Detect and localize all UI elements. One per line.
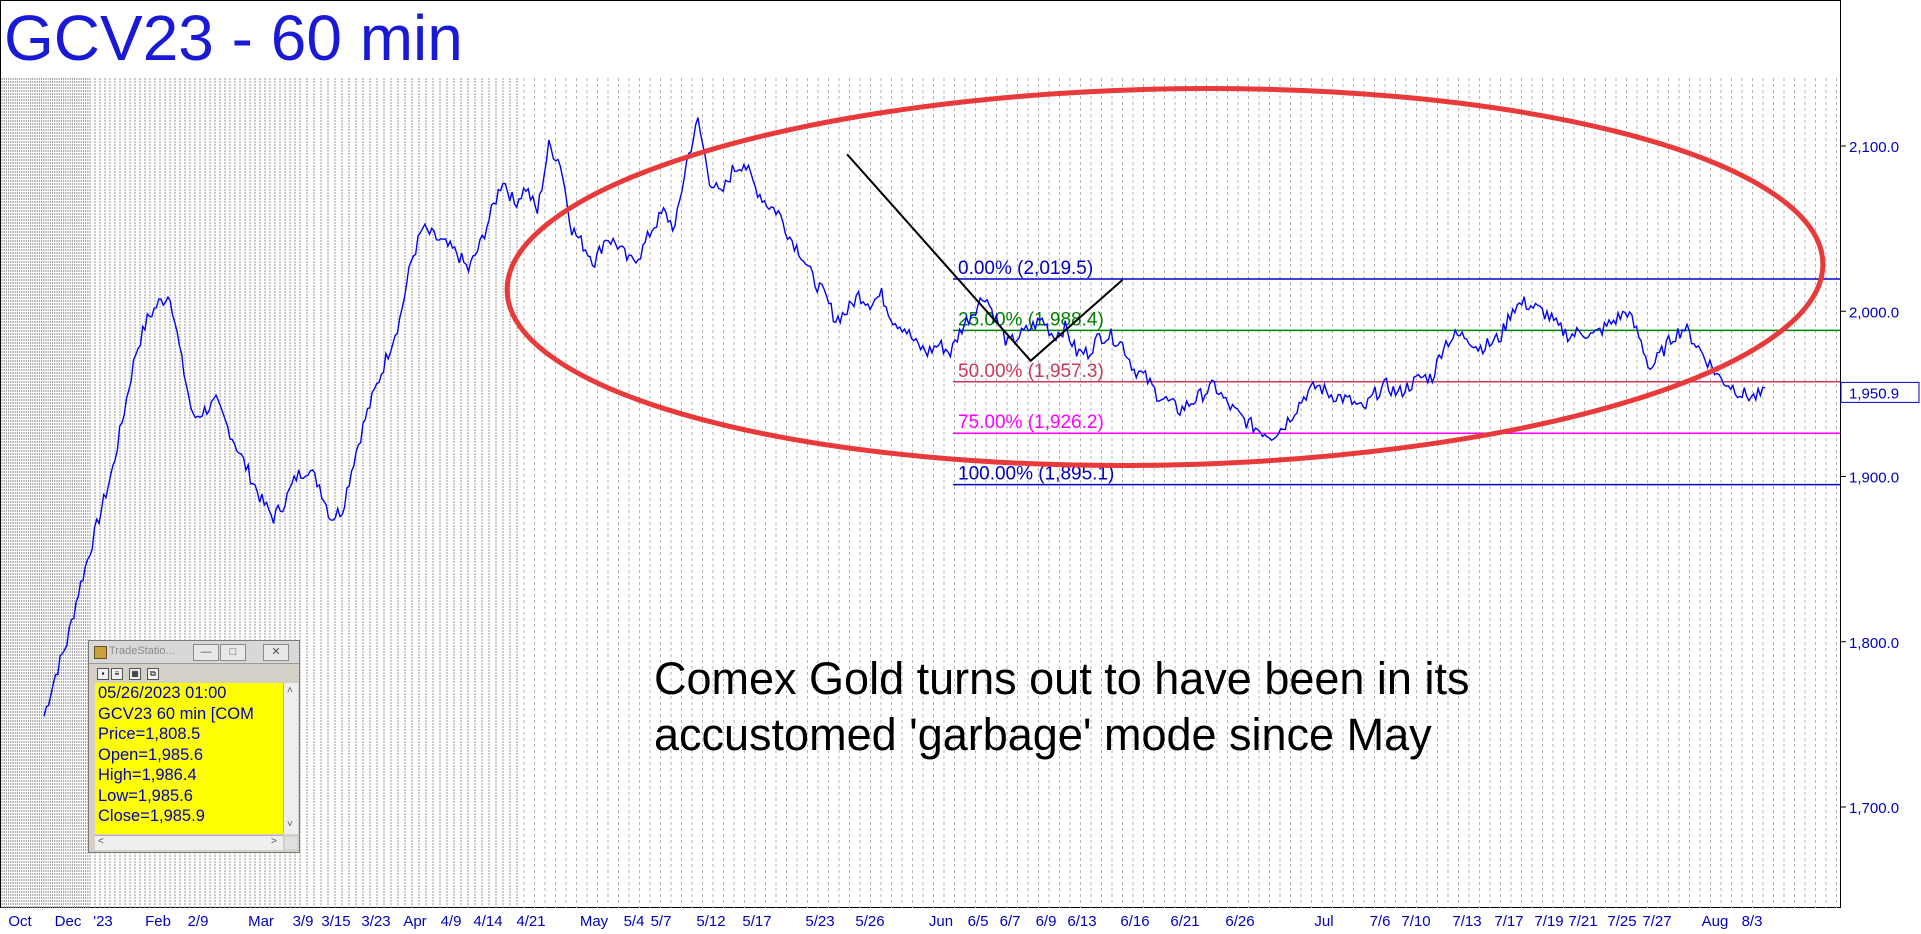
x-tick-label: 5/7 — [651, 913, 672, 930]
y-tick-label: 2,100.0 — [1849, 139, 1899, 156]
x-tick-label: 6/9 — [1036, 913, 1057, 930]
scroll-left-icon[interactable]: < — [98, 836, 104, 847]
last-price-label: 1,950.9 — [1849, 385, 1899, 402]
fib-level-label: 50.00% (1,957.3) — [958, 361, 1104, 382]
x-tick-label: 4/14 — [473, 913, 502, 930]
x-tick-label: Apr — [403, 913, 426, 930]
data-window-toolbar: ▪ ≡ ▦ ⧉ — [89, 664, 299, 681]
last-price-marker — [1840, 381, 1920, 403]
x-tick-label: 7/19 — [1534, 913, 1563, 930]
y-tick-label: 1,900.0 — [1849, 470, 1899, 487]
y-tick-label: 1,800.0 — [1849, 635, 1899, 652]
data-window-titlebar[interactable]: TradeStatio... — □ ✕ — [89, 641, 299, 664]
x-tick-label: Jun — [929, 913, 953, 930]
low-value: Low=1,985.6 — [98, 786, 193, 805]
x-tick-label: 5/17 — [742, 913, 771, 930]
close-value: Close=1,985.9 — [98, 807, 205, 825]
high-value: High=1,986.4 — [98, 766, 197, 784]
x-tick-label: 6/7 — [1000, 913, 1021, 930]
x-tick-label: 3/9 — [293, 913, 314, 930]
x-tick-label: Mar — [248, 913, 274, 930]
x-tick-label: 7/21 — [1568, 913, 1597, 930]
x-tick-label: 5/12 — [696, 913, 725, 930]
fib-level-label: 100.00% (1,895.1) — [958, 464, 1114, 485]
scroll-up-icon[interactable]: ˄ — [287, 685, 293, 696]
x-tick-label: 7/13 — [1452, 913, 1481, 930]
price-line — [43, 117, 1766, 717]
plot-border — [0, 0, 1841, 908]
fib-level-label: 75.00% (1,926.2) — [958, 412, 1104, 433]
scroll-right-icon[interactable]: > — [271, 836, 277, 847]
x-tick-label: 6/26 — [1225, 913, 1254, 930]
vertical-scrollbar[interactable]: ˄ ˅ — [283, 683, 298, 834]
x-tick-label: 7/10 — [1401, 913, 1430, 930]
chart-annotation: Comex Gold turns out to have been in its… — [654, 653, 1470, 760]
x-tick-label: 7/27 — [1642, 913, 1671, 930]
x-tick-label: 6/5 — [968, 913, 989, 930]
x-tick-label: 7/6 — [1370, 913, 1391, 930]
date-time-value: 05/26/2023 01:00 — [98, 684, 227, 702]
x-tick-label: 7/25 — [1607, 913, 1636, 930]
close-button[interactable]: ✕ — [263, 644, 289, 661]
y-axis: 1,700.0 1,800.0 1,900.0 2,000.0 2,100.0 — [1840, 139, 1899, 817]
x-tick-label: 5/26 — [855, 913, 884, 930]
resize-grip-icon[interactable] — [285, 837, 297, 849]
save-icon[interactable]: ▪ — [97, 668, 109, 680]
tradestation-icon — [94, 646, 107, 659]
x-tick-label: Dec — [55, 913, 82, 930]
x-tick-label: 2/9 — [188, 913, 209, 930]
price-value: Price=1,808.5 — [98, 725, 201, 743]
chart-title: GCV23 - 60 min — [4, 2, 463, 74]
x-tick-label: 6/16 — [1120, 913, 1149, 930]
data-window-values: 05/26/2023 01:00 GCV23 60 min [COM Price… — [95, 683, 283, 834]
x-tick-label: 5/23 — [805, 913, 834, 930]
scroll-down-icon[interactable]: ˅ — [287, 819, 293, 830]
x-tick-label: 3/23 — [361, 913, 390, 930]
x-tick-label: 4/9 — [441, 913, 462, 930]
grid-lines — [1, 78, 1837, 908]
symbol-value: GCV23 60 min [COM — [98, 704, 254, 723]
x-tick-label: 8/3 — [1742, 913, 1763, 930]
open-value: Open=1,985.6 — [98, 745, 204, 764]
windows-icon[interactable]: ⧉ — [147, 668, 159, 680]
highlight-ellipse — [504, 86, 1826, 468]
x-tick-label: 3/15 — [321, 913, 350, 930]
x-tick-label: Aug — [1702, 913, 1729, 930]
grid-icon[interactable]: ▦ — [129, 668, 141, 680]
x-tick-label: Jul — [1314, 913, 1333, 930]
data-window-title: TradeStatio... — [109, 645, 175, 657]
x-tick-label: May — [580, 913, 609, 930]
x-tick-label: '23 — [93, 913, 113, 930]
x-tick-label: 6/13 — [1067, 913, 1096, 930]
horizontal-scrollbar[interactable]: < > — [95, 835, 283, 850]
x-tick-label: Feb — [145, 913, 171, 930]
fib-level-label: 0.00% (2,019.5) — [958, 258, 1093, 279]
x-tick-label: 6/21 — [1170, 913, 1199, 930]
x-tick-label: Oct — [8, 913, 32, 930]
minimize-button[interactable]: — — [193, 644, 219, 661]
x-tick-label: 5/4 — [624, 913, 645, 930]
x-tick-label: 4/21 — [516, 913, 545, 930]
print-icon[interactable]: ≡ — [111, 668, 123, 680]
y-tick-label: 2,000.0 — [1849, 304, 1899, 321]
abc-pattern-line — [846, 153, 1124, 363]
fib-level-label: 25.00% (1,988.4) — [958, 309, 1104, 330]
data-window[interactable]: TradeStatio... — □ ✕ ▪ ≡ ▦ ⧉ 05/26/2023 … — [88, 640, 300, 853]
maximize-button[interactable]: □ — [220, 644, 246, 661]
x-tick-label: 7/17 — [1494, 913, 1523, 930]
y-tick-label: 1,700.0 — [1849, 800, 1899, 817]
x-axis: Oct Dec '23 Feb 2/9 Mar 3/9 3/15 3/23 Apr 4/9 4/14 4… — [8, 913, 1762, 930]
